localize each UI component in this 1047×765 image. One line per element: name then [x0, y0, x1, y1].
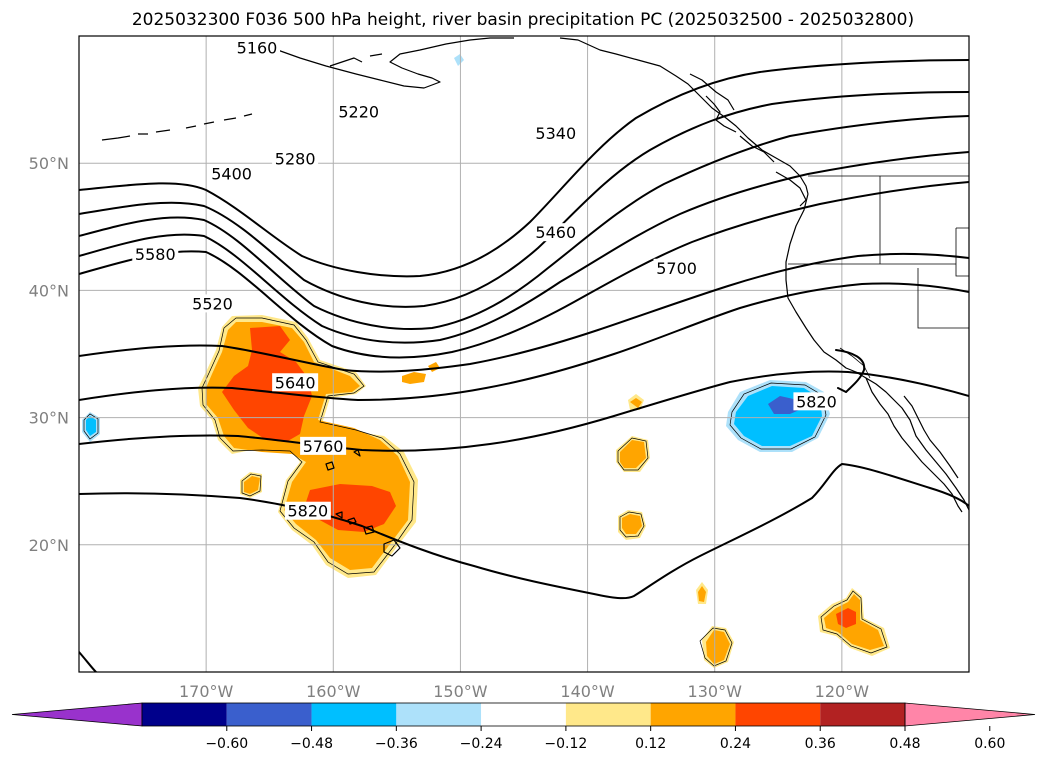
contour-label-background	[653, 258, 700, 277]
colorbar-tick-label: −0.48	[290, 736, 333, 752]
colorbar-swatch	[735, 703, 821, 726]
contour-label: 5160	[237, 39, 278, 58]
lon-tick-label: 170°W	[179, 682, 234, 701]
colorbar-tick-label: −0.60	[205, 736, 248, 752]
colorbar-extend-high	[904, 702, 1036, 727]
lon-tick-label: 140°W	[560, 682, 615, 701]
contour-label-background	[272, 149, 319, 168]
contour-label-background	[234, 38, 280, 57]
contour-label-background	[335, 102, 382, 121]
contour-label: 5400	[211, 165, 252, 184]
precip-positive-shading	[198, 315, 890, 668]
colorbar-swatch	[396, 703, 482, 726]
colorbar-tick-label: −0.24	[460, 736, 503, 752]
contour-label-background	[300, 436, 347, 455]
colorbar-extend-low	[11, 702, 143, 727]
lon-tick-label: 130°W	[688, 682, 743, 701]
contour-label-background	[532, 223, 579, 242]
contour-labels: 5160 5220 5280 5400 5340 5460 5580 5520 5700 5640…	[132, 38, 840, 521]
colorbar-swatch	[565, 703, 651, 726]
contour-label: 5280	[275, 149, 316, 168]
colorbar-outline	[141, 702, 906, 727]
contour-label: 5640	[275, 373, 316, 392]
contour-label: 5580	[135, 245, 176, 264]
height-contours	[79, 59, 969, 672]
map-frame	[78, 35, 970, 673]
lat-tick-label: 30°N	[29, 409, 69, 428]
precip-outlines	[83, 317, 888, 667]
colorbar-tick-label: −0.12	[544, 736, 587, 752]
contour-label: 5820	[287, 502, 328, 521]
colorbar-tick-label: 0.24	[720, 736, 751, 752]
colorbar-swatch	[311, 703, 397, 726]
contour-label-background	[793, 392, 840, 411]
contour-label: 5220	[338, 102, 379, 121]
colorbar-tick-label: 0.36	[805, 736, 836, 752]
contour-label-background	[132, 244, 179, 263]
colorbar-swatch	[226, 703, 312, 726]
contour-label: 5340	[535, 124, 576, 143]
contour-label: 5760	[303, 437, 344, 456]
lon-tick-label: 150°W	[433, 682, 488, 701]
contour-label: 5820	[796, 392, 837, 411]
colorbar-tick-label: −0.36	[375, 736, 418, 752]
contour-label-background	[284, 501, 331, 520]
colorbar-tick-label: 0.12	[635, 736, 666, 752]
lat-tick-label: 50°N	[29, 154, 69, 173]
contour-label: 5460	[535, 223, 576, 242]
axis-tick-labels: 20°N 30°N 40°N 50°N 170°W 160°W 150°W 140°W 130°…	[29, 154, 870, 701]
contour-label-background	[208, 164, 255, 183]
political-borders	[788, 175, 969, 379]
contour-label: 5520	[192, 294, 233, 313]
colorbar: −0.60 −0.48 −0.36 −0.24 −0.12 0.12 0.24 0.36 0.4…	[11, 702, 1036, 752]
lat-tick-label: 40°N	[29, 281, 69, 300]
colorbar-swatch	[650, 703, 736, 726]
colorbar-swatch	[820, 703, 905, 726]
contour-label-background	[189, 294, 236, 313]
colorbar-tick-label: 0.48	[889, 736, 920, 752]
contour-label: 5700	[656, 259, 697, 278]
map-gridlines	[79, 36, 969, 672]
colorbar-swatch	[142, 703, 227, 726]
map-area: 5160 5220 5280 5400 5340 5460 5580 5520 5700 5640…	[79, 36, 969, 672]
colorbar-tick-label: 0.60	[974, 736, 1005, 752]
lon-tick-label: 120°W	[815, 682, 870, 701]
contour-label-background	[272, 373, 319, 392]
figure-title: 2025032300 F036 500 hPa height, river ba…	[132, 10, 914, 30]
colorbar-swatch	[481, 703, 566, 726]
contour-label-background	[532, 123, 579, 142]
lon-tick-label: 160°W	[306, 682, 361, 701]
lat-tick-label: 20°N	[29, 536, 69, 555]
